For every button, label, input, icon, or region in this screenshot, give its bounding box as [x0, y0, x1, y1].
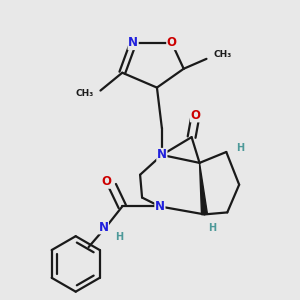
- Text: CH₃: CH₃: [213, 50, 232, 59]
- Text: H: H: [236, 143, 244, 153]
- Text: N: N: [157, 148, 167, 161]
- Text: N: N: [155, 200, 165, 213]
- Text: N: N: [128, 37, 138, 50]
- Text: O: O: [190, 109, 201, 122]
- Polygon shape: [200, 163, 207, 215]
- Text: H: H: [115, 232, 123, 242]
- Text: CH₃: CH₃: [75, 89, 94, 98]
- Text: N: N: [98, 221, 108, 234]
- Text: O: O: [101, 175, 111, 188]
- Text: H: H: [208, 223, 217, 233]
- Text: O: O: [167, 37, 177, 50]
